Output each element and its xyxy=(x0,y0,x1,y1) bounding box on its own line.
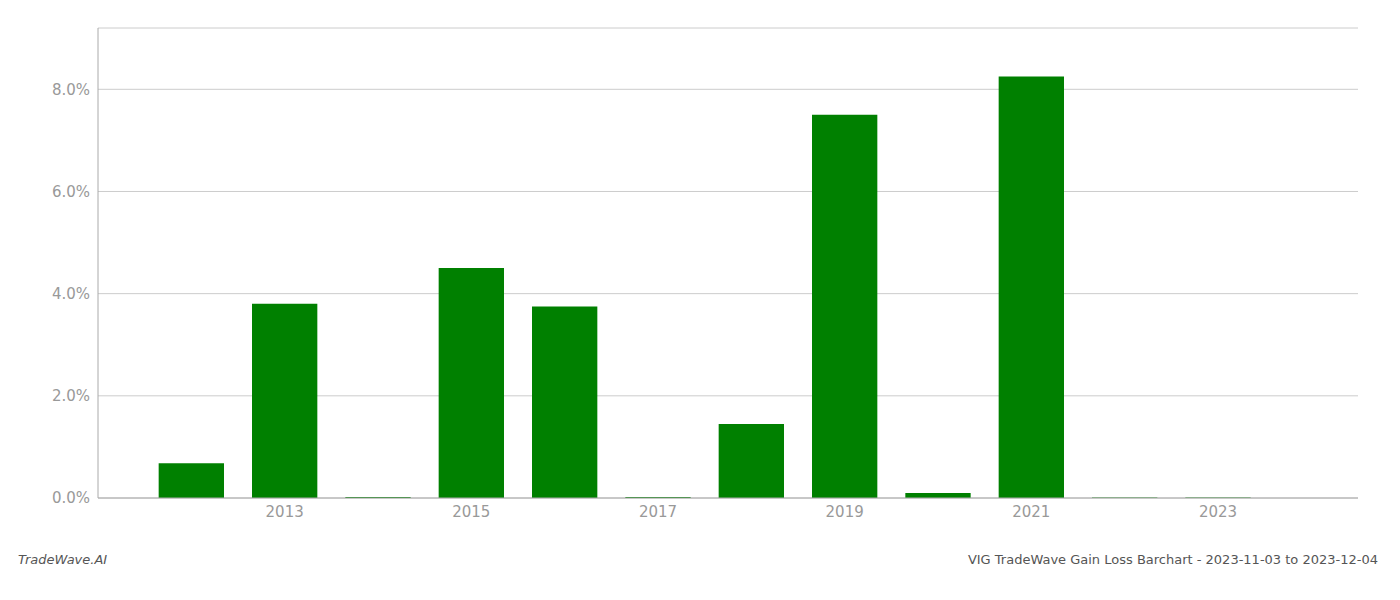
svg-text:2017: 2017 xyxy=(639,503,677,521)
html-text:VIG TradeWave Gain Loss Barcha: VIG TradeWave Gain Loss Barchart - 2023-… xyxy=(967,552,1378,567)
svg-text:2013: 2013 xyxy=(266,503,304,521)
svg-text:0.0%: 0.0% xyxy=(52,489,90,507)
svg-text:2015: 2015 xyxy=(452,503,490,521)
svg-text:4.0%: 4.0% xyxy=(52,285,90,303)
svg-text:8.0%: 8.0% xyxy=(52,81,90,99)
svg-text:2.0%: 2.0% xyxy=(52,387,90,405)
svg-text:6.0%: 6.0% xyxy=(52,183,90,201)
svg-text:2019: 2019 xyxy=(826,503,864,521)
html-text:TradeWave.AI: TradeWave.AI xyxy=(18,552,108,567)
svg-text:2021: 2021 xyxy=(1012,503,1050,521)
svg-text:2023: 2023 xyxy=(1199,503,1237,521)
